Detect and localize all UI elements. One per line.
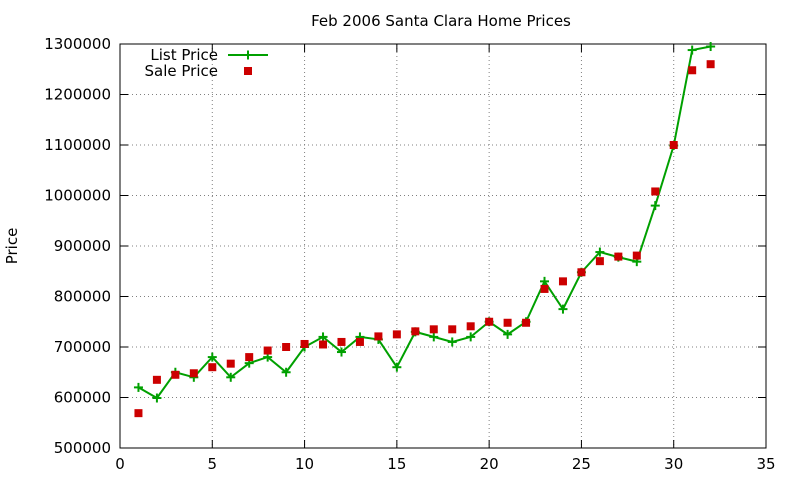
data-point [651, 187, 660, 196]
data-point [263, 346, 272, 355]
data-point [152, 375, 161, 384]
data-point [152, 393, 162, 403]
data-point [171, 370, 180, 379]
data-point [207, 352, 217, 362]
data-point [429, 332, 439, 342]
data-point [540, 276, 550, 286]
legend-label: Sale Price [145, 62, 218, 80]
data-point [503, 329, 513, 339]
data-point [503, 318, 512, 327]
series-list-price [133, 42, 716, 403]
data-point [687, 45, 697, 55]
data-point [522, 318, 531, 327]
axes: 0 5 10 15 20 25 30 35 500000 600000 700000 800000 90… [44, 35, 775, 473]
legend-item: Sale Price [145, 62, 252, 80]
y-tick-label: 1100000 [44, 136, 111, 154]
y-tick-label: 800000 [54, 288, 111, 306]
x-tick-label: 10 [295, 455, 314, 473]
x-tick-label: 15 [387, 455, 406, 473]
data-point [429, 325, 438, 334]
series-line [137, 45, 711, 400]
data-point [688, 66, 697, 75]
legend-item: List Price [150, 46, 268, 64]
data-point [485, 317, 494, 326]
data-point [281, 367, 291, 377]
data-point [300, 339, 309, 348]
y-tick-label: 900000 [54, 237, 111, 255]
data-point [189, 369, 198, 378]
data-point [595, 257, 604, 266]
y-tick-label: 700000 [54, 338, 111, 356]
grid-lines [120, 44, 766, 448]
chart-title: Feb 2006 Santa Clara Home Prices [311, 12, 571, 30]
y-axis-label: Price [3, 228, 21, 265]
data-point [226, 372, 236, 382]
data-point [282, 343, 291, 351]
data-point [392, 330, 401, 339]
x-tick-label: 0 [115, 455, 125, 473]
x-tick-label: 20 [480, 455, 499, 473]
data-point [632, 251, 641, 260]
legend-marker [244, 67, 252, 75]
data-point [208, 363, 217, 372]
y-tick-label: 500000 [54, 439, 111, 457]
data-point [577, 268, 586, 277]
data-point [374, 332, 383, 341]
data-point [133, 382, 143, 392]
data-point [448, 325, 457, 334]
data-point [650, 201, 660, 211]
data-point [226, 359, 235, 368]
x-tick-label: 35 [756, 455, 775, 473]
y-tick-label: 1300000 [44, 35, 111, 53]
x-tick-label: 25 [572, 455, 591, 473]
data-point [392, 362, 402, 372]
x-tick-label: 30 [664, 455, 683, 473]
data-point [355, 337, 364, 346]
data-point [466, 332, 476, 342]
x-tick-label: 5 [208, 455, 218, 473]
data-point [319, 340, 328, 349]
data-point [669, 141, 678, 149]
data-point [411, 327, 420, 336]
y-tick-label: 1200000 [44, 86, 111, 104]
data-point [447, 337, 457, 347]
data-point [540, 284, 549, 293]
y-tick-label: 600000 [54, 389, 111, 407]
data-point [706, 60, 715, 69]
data-point [337, 337, 346, 346]
data-point [466, 322, 475, 331]
data-point [336, 347, 346, 357]
data-point [614, 252, 623, 261]
data-point [558, 277, 567, 286]
y-tick-label: 1000000 [44, 187, 111, 205]
series-layer [133, 42, 716, 418]
series-sale-price [134, 60, 715, 418]
data-point [134, 409, 143, 418]
data-point [245, 353, 254, 362]
data-point [558, 304, 568, 314]
data-point [706, 42, 716, 52]
data-point [318, 332, 328, 342]
legend-label: List Price [150, 46, 218, 64]
data-point [595, 247, 605, 257]
